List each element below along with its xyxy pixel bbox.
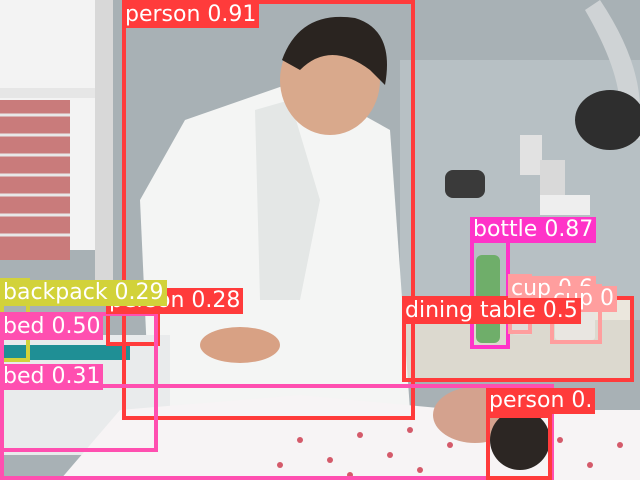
detection-box-person-3 (486, 414, 552, 480)
label-backpack: backpack 0.29 (0, 280, 167, 306)
label-bottle: bottle 0.87 (470, 217, 597, 243)
detection-box-person-1 (122, 0, 415, 420)
detection-box-bed-2 (0, 384, 554, 480)
label-bed-1: bed 0.50 (0, 314, 104, 340)
label-bed-2: bed 0.31 (0, 364, 104, 390)
label-person-1: person 0.91 (122, 2, 260, 28)
label-person-3: person 0. (486, 388, 596, 414)
label-dining-table: dining table 0.5 (402, 298, 581, 324)
